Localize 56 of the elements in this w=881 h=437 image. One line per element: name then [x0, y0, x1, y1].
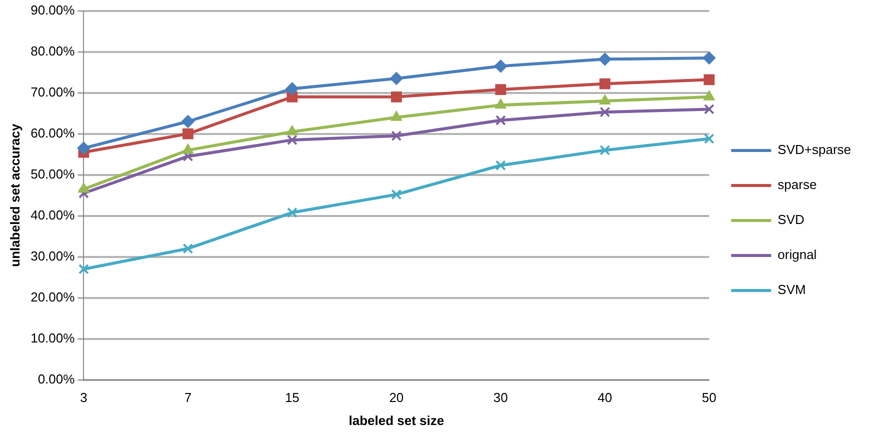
point: [182, 128, 194, 140]
y-tick-label: 10.00%: [30, 330, 76, 346]
point: [286, 207, 298, 218]
point: [78, 188, 89, 198]
y-tick-label: 90.00%: [30, 2, 76, 18]
point: [495, 84, 506, 95]
y-tick-label: 0.00%: [38, 371, 76, 386]
legend-label: SVD: [778, 212, 804, 228]
point: [182, 243, 194, 254]
point: [600, 106, 610, 118]
x-tick-label: 3: [80, 390, 88, 406]
point: [390, 91, 402, 102]
y-axis-title: unlabeled set accuracy: [7, 123, 22, 267]
legend-label: orignal: [778, 247, 817, 262]
point: [494, 98, 506, 109]
y-tick-label: 80.00%: [30, 43, 76, 58]
legend-label: SVD+sparse: [778, 142, 852, 158]
legend-label: SVM: [778, 282, 806, 298]
point: [77, 142, 90, 155]
point: [390, 110, 402, 121]
point: [703, 90, 715, 100]
point: [600, 144, 610, 156]
point: [599, 94, 611, 104]
point: [702, 51, 716, 64]
point: [390, 72, 403, 85]
x-axis-title: labeled set size: [348, 412, 444, 428]
point: [391, 130, 402, 142]
point: [391, 189, 402, 200]
point: [598, 52, 612, 66]
x-tick-label: 7: [184, 390, 192, 406]
y-tick-label: 40.00%: [30, 207, 76, 222]
point: [599, 78, 610, 90]
y-tick-label: 20.00%: [30, 289, 76, 304]
point: [494, 60, 508, 73]
x-tick-label: 15: [284, 390, 300, 406]
point: [704, 133, 714, 144]
y-tick-label: 70.00%: [30, 84, 76, 100]
point: [286, 134, 298, 146]
point: [495, 115, 506, 126]
point: [286, 125, 298, 136]
point: [181, 115, 194, 128]
y-tick-label: 30.00%: [30, 248, 76, 264]
point: [182, 144, 194, 154]
point: [495, 160, 506, 171]
point: [704, 74, 715, 86]
point: [286, 82, 299, 96]
x-tick-label: 50: [702, 390, 716, 406]
y-tick-label: 50.00%: [30, 166, 76, 182]
x-tick-label: 20: [389, 390, 404, 406]
x-tick-label: 30: [493, 390, 508, 406]
point: [704, 104, 714, 114]
legend-label: sparse: [778, 177, 817, 192]
x-tick-label: 40: [598, 390, 612, 406]
point: [78, 264, 89, 274]
point: [78, 182, 90, 193]
y-tick-label: 60.00%: [30, 125, 76, 140]
